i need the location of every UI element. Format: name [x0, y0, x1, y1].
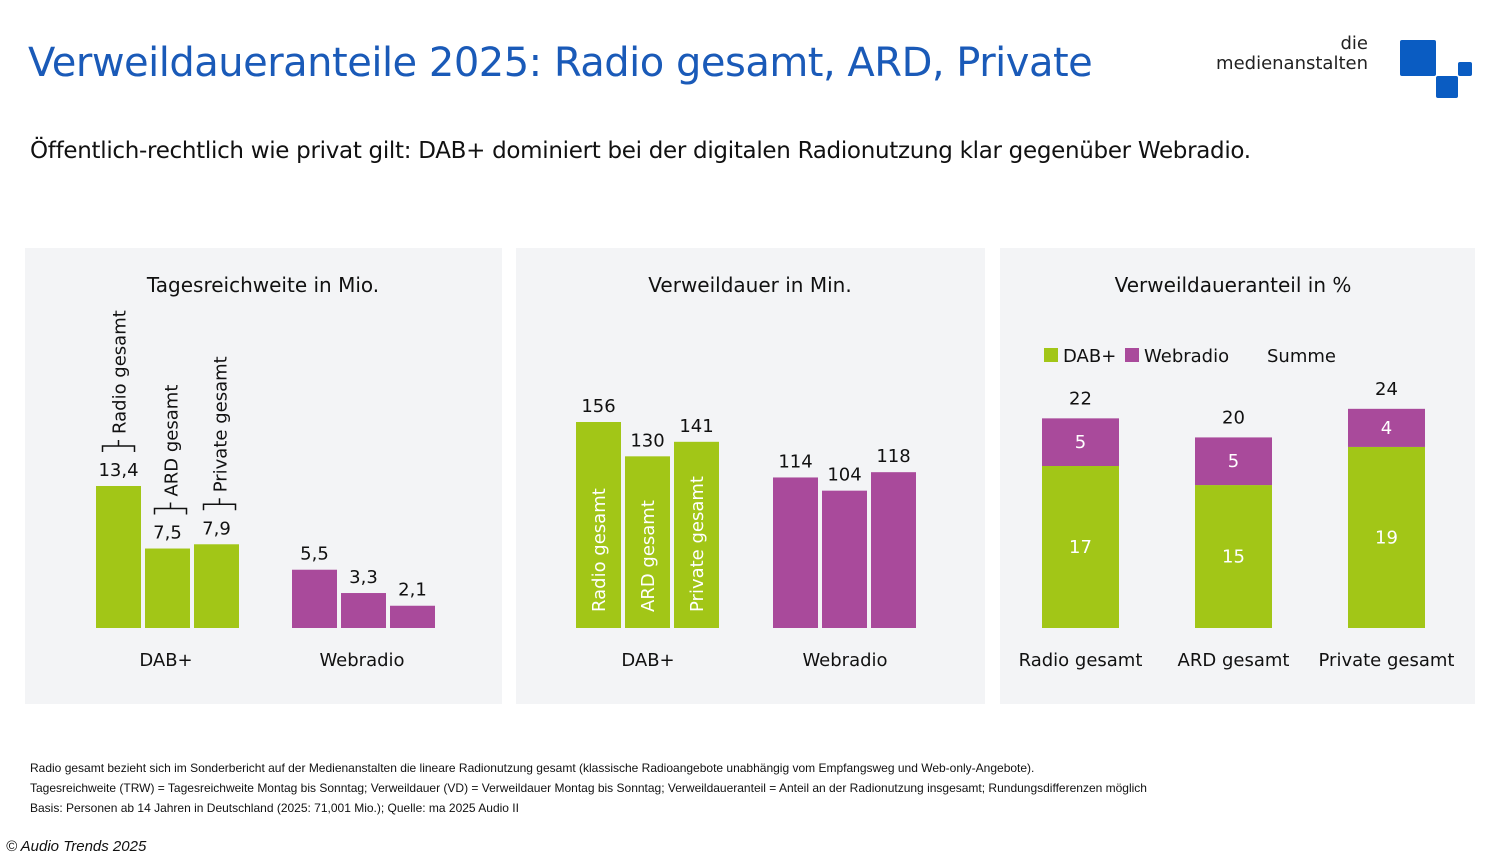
legend-swatch-webradio — [1125, 348, 1139, 362]
data-label: 19 — [1375, 527, 1398, 548]
bar-webradio-radio-gesamt — [1042, 418, 1119, 466]
series-label: ARD gesamt — [638, 500, 659, 612]
total-label: 22 — [1069, 388, 1092, 409]
chart-title: Verweildauer in Min. — [648, 273, 851, 297]
data-label: 7,9 — [202, 518, 231, 539]
data-label: 2,1 — [398, 580, 427, 601]
bar-webradio-ard-gesamt — [822, 490, 867, 628]
chart-title: Verweildaueranteil in % — [1115, 273, 1352, 297]
data-label: 156 — [581, 396, 615, 417]
data-label: 5 — [1228, 451, 1239, 472]
bar-dab-private-gesamt — [194, 544, 239, 628]
bar-webradio-radio-gesamt — [292, 569, 337, 628]
x-tick-label: Private gesamt — [1319, 650, 1455, 671]
legend-label: Summe — [1267, 346, 1336, 367]
legend-swatch-dab — [1044, 348, 1058, 362]
bar-dab-radio-gesamt — [1042, 466, 1119, 628]
panel-tagesreichweite: Tagesreichweite in Mio. 13,4 7,5 7,9 DAB+ 5,5… — [25, 248, 502, 704]
series-label: Private gesamt — [687, 476, 708, 612]
x-tick-label: Webradio — [319, 650, 404, 671]
data-label: 5,5 — [300, 544, 329, 565]
bar-webradio-ard-gesamt — [1195, 437, 1272, 486]
logo-text: die medienanstalten — [1216, 34, 1368, 74]
legend-label: DAB+ — [1063, 346, 1116, 367]
bar-dab-ard-gesamt — [1195, 485, 1272, 628]
data-label: 5 — [1075, 432, 1086, 453]
bar-dab-private-gesamt — [1348, 446, 1425, 628]
data-label: 4 — [1381, 418, 1392, 439]
logo-line2: medienanstalten — [1216, 53, 1368, 74]
bar-dab-ard-gesamt — [625, 456, 670, 628]
bar-dab-private-gesamt — [674, 441, 719, 628]
data-label: 141 — [679, 416, 713, 437]
logo-line1: die — [1340, 33, 1368, 54]
series-label: Private gesamt — [211, 356, 232, 492]
data-label: 104 — [827, 465, 861, 486]
bar-webradio-ard-gesamt — [341, 593, 386, 628]
series-bracket — [101, 440, 136, 452]
chart-title: Tagesreichweite in Mio. — [146, 273, 379, 297]
page-title: Verweildaueranteile 2025: Radio gesamt, … — [28, 40, 1093, 86]
panel-verweildauer: Verweildauer in Min. 156 Radio gesamt 130 AR… — [516, 248, 985, 704]
series-bracket — [202, 498, 237, 511]
copyright: © Audio Trends 2025 — [6, 838, 147, 855]
logo-squares-icon — [1400, 40, 1472, 98]
bar-webradio-private-gesamt — [390, 605, 435, 628]
bar-webradio-private-gesamt — [1348, 408, 1425, 447]
chart-verweildauer: Verweildauer in Min. 156 Radio gesamt 130 AR… — [576, 273, 916, 671]
data-label: 7,5 — [153, 523, 182, 544]
footnote-3: Basis: Personen ab 14 Jahren in Deutschl… — [30, 801, 519, 815]
chart-verweildaueranteil: Verweildaueranteil in % DAB+ Webradio Summe… — [1019, 273, 1455, 671]
footnotes: Radio gesamt bezieht sich im Sonderberic… — [30, 758, 1147, 818]
data-label: 114 — [778, 451, 812, 472]
total-label: 24 — [1375, 379, 1398, 400]
series-label: Radio gesamt — [110, 310, 131, 434]
x-tick-label: ARD gesamt — [1178, 650, 1290, 671]
legend-label: Webradio — [1144, 346, 1229, 367]
data-label: 3,3 — [349, 567, 378, 588]
bar-dab-radio-gesamt — [576, 422, 621, 628]
series-bracket — [153, 502, 188, 515]
series-label: ARD gesamt — [162, 385, 183, 497]
panel-verweildaueranteil: Verweildaueranteil in % DAB+ Webradio Summe… — [1000, 248, 1475, 704]
total-label: 20 — [1222, 407, 1245, 428]
series-label: Radio gesamt — [589, 488, 610, 612]
x-tick-label: Radio gesamt — [1019, 650, 1143, 671]
data-label: 118 — [876, 446, 910, 467]
bar-dab-radio-gesamt — [96, 486, 141, 628]
bar-webradio-radio-gesamt — [773, 477, 818, 628]
data-label: 13,4 — [98, 460, 138, 481]
x-tick-label: Webradio — [802, 650, 887, 671]
chart-tagesreichweite: Tagesreichweite in Mio. 13,4 7,5 7,9 DAB+ 5,5… — [96, 273, 435, 671]
x-tick-label: DAB+ — [139, 650, 192, 671]
x-tick-label: DAB+ — [621, 650, 674, 671]
page-subtitle: Öffentlich-rechtlich wie privat gilt: DA… — [30, 138, 1251, 164]
bar-dab-ard-gesamt — [145, 548, 190, 628]
bar-webradio-private-gesamt — [871, 472, 916, 628]
data-label: 15 — [1222, 547, 1245, 568]
medienanstalten-logo: die medienanstalten — [1200, 34, 1480, 104]
footnote-1: Radio gesamt bezieht sich im Sonderberic… — [30, 761, 1035, 775]
data-label: 130 — [630, 430, 664, 451]
data-label: 17 — [1069, 537, 1092, 558]
footnote-2: Tagesreichweite (TRW) = Tagesreichweite … — [30, 781, 1147, 795]
